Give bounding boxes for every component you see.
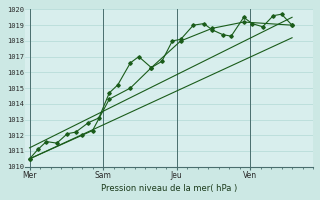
X-axis label: Pression niveau de la mer( hPa ): Pression niveau de la mer( hPa ) <box>101 184 237 193</box>
